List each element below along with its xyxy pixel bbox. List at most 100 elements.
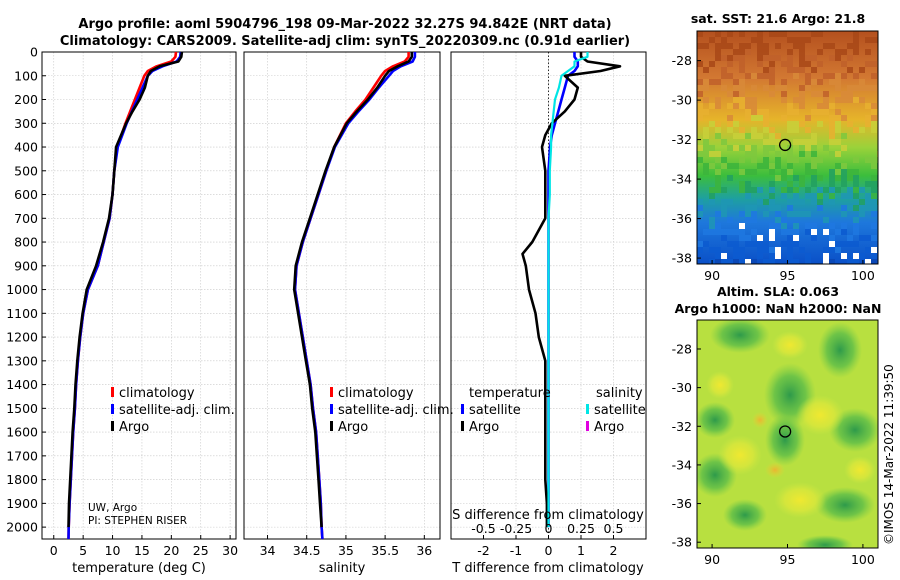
temperature-legend: climatology satellite-adj. clim. Argo <box>111 386 235 435</box>
x-tick-label: -2 <box>477 543 489 558</box>
temperature-grid <box>42 51 236 539</box>
s-diff-tick-label: 0 <box>545 521 553 536</box>
x-tick-label: 1 <box>577 543 585 558</box>
title-line2: Climatology: CARS2009. Satellite-adj cli… <box>60 34 630 49</box>
x-tick-label: 25 <box>193 543 209 558</box>
sla-argo-marker <box>778 425 792 438</box>
x-tick-label: 34 <box>260 543 276 558</box>
x-tick-label: 0 <box>545 543 553 558</box>
map-x-tick-label: 90 <box>704 552 720 567</box>
map-y-tick-label: -28 <box>672 53 692 68</box>
sla-map-panel: Altim. SLA: 0.063 Argo h1000: NaN h2000:… <box>672 284 882 567</box>
temperature-legend-climatology: climatology <box>119 386 195 401</box>
map-x-tick-label: 95 <box>780 268 796 283</box>
salinity-x-axis: 34 34.5 35 35.5 36 <box>260 535 432 558</box>
difference-x-axis: -2 -1 0 1 2 <box>477 535 617 558</box>
map-y-tick-label: -38 <box>672 251 692 266</box>
difference-lines <box>521 52 622 528</box>
sla-map-title-1: Altim. SLA: 0.063 <box>717 284 839 299</box>
x-tick-label: 2 <box>610 543 618 558</box>
y-tick-label: 1400 <box>6 377 38 392</box>
series-line-argo <box>67 51 184 528</box>
salinity-legend-argo: Argo <box>338 420 368 435</box>
y-tick-label: 1100 <box>6 306 38 321</box>
credit-line1: UW, Argo <box>88 502 137 514</box>
sst-map-title: sat. SST: 21.6 Argo: 21.8 <box>691 11 865 26</box>
map-x-tick-label: 100 <box>851 552 875 567</box>
y-tick-label: 1600 <box>6 425 38 440</box>
salinity-xlabel: salinity <box>319 561 366 576</box>
salinity-legend-climatology: climatology <box>338 386 414 401</box>
y-tick-label: 1200 <box>6 330 38 345</box>
x-tick-label: 20 <box>163 543 179 558</box>
y-tick-label: 1700 <box>6 448 38 463</box>
temperature-legend-argo: Argo <box>119 420 149 435</box>
map-y-tick-label: -34 <box>672 457 692 472</box>
difference-xlabel-s: S difference from climatology <box>452 508 644 523</box>
x-tick-label: 30 <box>222 543 238 558</box>
depth-axis: 0 100 200 300 400 500 600 700 800 900 1000 1100 1200… <box>6 45 46 535</box>
y-tick-label: 1800 <box>6 472 38 487</box>
map-y-tick-label: -36 <box>672 496 692 511</box>
map-y-tick-label: -32 <box>672 132 692 147</box>
salinity-lines <box>292 52 417 540</box>
sst-map-panel: sat. SST: 21.6 Argo: 21.8 90 95 100 -28 -30 -… <box>672 11 879 283</box>
y-tick-label: 2000 <box>6 520 38 535</box>
s-diff-tick-label: -0.25 <box>500 521 532 536</box>
diff-legend-s-satellite: satellite <box>594 403 646 418</box>
series-line-s-satellite <box>547 52 589 528</box>
sst-argo-marker <box>778 138 792 152</box>
diff-legend-s-argo: Argo <box>594 420 624 435</box>
salinity-legend-satellite: satellite-adj. clim. <box>338 403 454 418</box>
difference-xlabel-t: T difference from climatology <box>451 561 644 576</box>
x-tick-label: 35.5 <box>371 543 399 558</box>
temperature-x-axis: 0 5 10 15 20 25 30 <box>50 535 238 558</box>
sla-map-title-2: Argo h1000: NaN h2000: NaN <box>675 301 882 316</box>
x-tick-label: 15 <box>134 543 150 558</box>
x-tick-label: 34.5 <box>293 543 321 558</box>
credit-line2: PI: STEPHEN RISER <box>88 515 187 527</box>
y-tick-label: 900 <box>14 258 38 273</box>
temperature-xlabel: temperature (deg C) <box>72 561 206 576</box>
y-tick-label: 100 <box>14 68 38 83</box>
diff-legend-t-satellite: satellite <box>469 403 521 418</box>
map-x-tick-label: 100 <box>851 268 875 283</box>
y-tick-label: 500 <box>14 163 38 178</box>
map-y-tick-label: -38 <box>672 535 692 550</box>
legend-title-temperature: temperature <box>469 386 551 401</box>
x-tick-label: 35 <box>338 543 354 558</box>
difference-legend: temperature salinity satellite Argo sate… <box>461 386 646 435</box>
map-y-tick-label: -28 <box>672 341 692 356</box>
temperature-panel: 0100200300400500600700800900100011001200… <box>6 45 238 577</box>
s-diff-tick-label: -0.5 <box>471 521 495 536</box>
map-y-tick-label: -36 <box>672 211 692 226</box>
s-diff-tick-label: 0.25 <box>567 521 595 536</box>
series-line-climatology <box>293 52 410 540</box>
y-tick-label: 600 <box>14 187 38 202</box>
series-line-t-argo <box>521 52 622 528</box>
sla-heatmap <box>697 320 878 548</box>
salinity-grid <box>244 51 440 539</box>
difference-panel: -2 -1 0 1 2 -0.5 -0.25 0 0.25 0.5 S difference f… <box>450 51 647 576</box>
sst-heatmap <box>697 31 878 264</box>
map-y-tick-label: -32 <box>672 419 692 434</box>
y-tick-label: 800 <box>14 235 38 250</box>
series-line-satellite-adj-clim- <box>293 52 417 540</box>
y-tick-label: 300 <box>14 116 38 131</box>
temperature-legend-satellite: satellite-adj. clim. <box>119 403 235 418</box>
x-tick-label: -1 <box>510 543 522 558</box>
temperature-lines <box>67 51 184 540</box>
x-tick-label: 10 <box>105 543 121 558</box>
temperature-axes-box <box>41 51 237 540</box>
x-tick-label: 5 <box>79 543 87 558</box>
y-tick-label: 700 <box>14 211 38 226</box>
y-tick-label: 1900 <box>6 496 38 511</box>
map-x-tick-label: 90 <box>704 268 720 283</box>
x-tick-label: 36 <box>416 543 432 558</box>
salinity-legend: climatology satellite-adj. clim. Argo <box>330 386 454 435</box>
series-line-argo <box>292 52 414 528</box>
map-y-tick-label: -30 <box>672 380 692 395</box>
legend-title-salinity: salinity <box>596 386 643 401</box>
y-tick-label: 1000 <box>6 282 38 297</box>
